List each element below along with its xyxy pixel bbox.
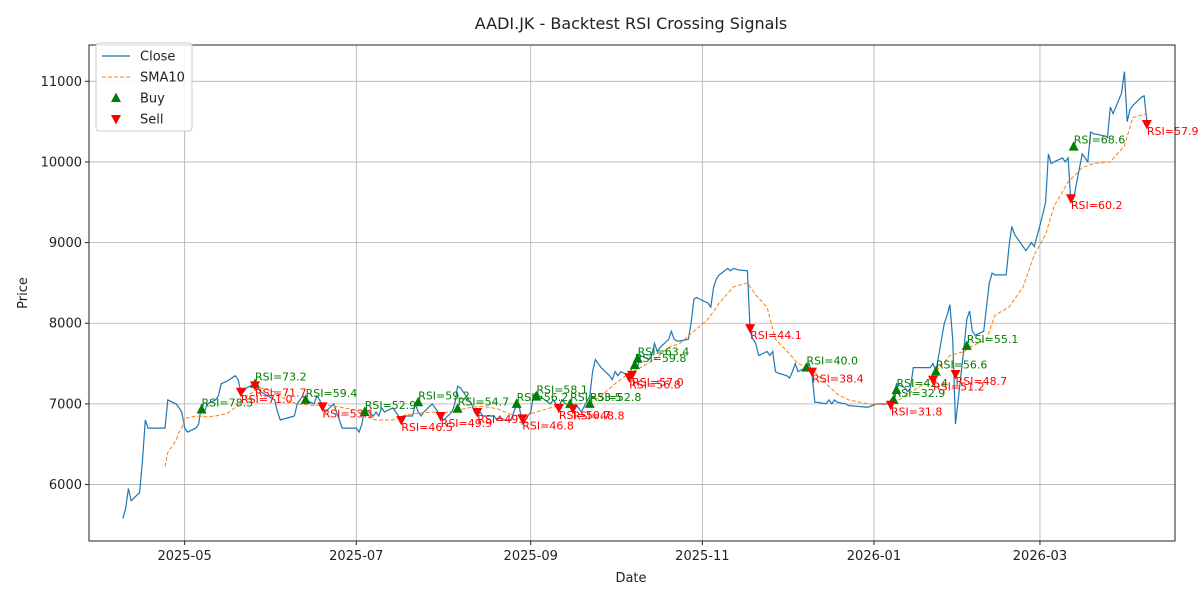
- sell-signal-marker: [627, 370, 637, 381]
- y-tick-label: 6000: [49, 478, 82, 493]
- sell-signal-marker: [317, 402, 328, 412]
- y-tick-label: 7000: [49, 397, 82, 412]
- buy-signal-marker: [632, 353, 643, 363]
- buy-signal-marker: [891, 384, 902, 395]
- buy-signal-marker: [629, 359, 640, 370]
- legend: Close SMA10 Buy Sell: [95, 42, 193, 132]
- plot-frame: [88, 44, 1176, 542]
- grid: [89, 45, 1175, 541]
- sell-signal-label: RSI=57.9: [1147, 125, 1199, 138]
- buy-signal-marker: [300, 394, 311, 404]
- sell-signal-label: RSI=57.0: [632, 376, 684, 389]
- buy-signal-label: RSI=32.9: [894, 387, 946, 400]
- sma10-series-line: [164, 113, 1148, 467]
- sell-signal-marker: [745, 324, 756, 334]
- sell-signal-label: RSI=51.2: [933, 381, 985, 394]
- sell-signal-label: RSI=60.2: [1071, 199, 1123, 212]
- buy-signal-label: RSI=40.0: [806, 355, 858, 368]
- sell-signal-label: RSI=49.9: [441, 417, 493, 430]
- buy-signal-label: RSI=56.2: [517, 391, 569, 404]
- x-tick-label: 2025-09: [504, 549, 558, 564]
- buy-signal-label: RSI=53.5: [570, 391, 622, 404]
- sell-signal-marker: [435, 411, 446, 422]
- sell-signal-label: RSI=46.5: [401, 421, 453, 434]
- buy-signal-marker: [584, 398, 595, 408]
- sell-signal-marker: [1065, 194, 1076, 204]
- x-tick-label: 2026-03: [1013, 549, 1067, 564]
- sell-signal-label: RSI=53.1: [323, 407, 375, 420]
- sell-signal-label: RSI=56.8: [629, 378, 681, 391]
- buy-signal-label: RSI=59.2: [418, 389, 470, 402]
- y-tick-label: 8000: [49, 317, 82, 332]
- y-tick-label: 10000: [41, 155, 82, 170]
- sell-signal-label: RSI=49.2: [477, 413, 529, 426]
- buy-signal-marker: [961, 340, 972, 350]
- buy-signal-label: RSI=63.4: [638, 346, 690, 359]
- sell-signal-marker: [249, 381, 260, 391]
- buy-signal-label: RSI=54.7: [458, 396, 510, 409]
- x-axis-label: Date: [615, 571, 646, 586]
- buy-signal-label: RSI=55.1: [967, 333, 1019, 346]
- buy-signal-marker: [196, 404, 207, 414]
- sell-signal-marker: [885, 400, 896, 411]
- buy-signal-label: RSI=52.8: [590, 391, 642, 404]
- y-tick-label: 11000: [41, 75, 82, 90]
- legend-buy-swatch: [111, 92, 121, 102]
- buy-signal-marker: [930, 366, 941, 376]
- buy-signal-label: RSI=52.9: [365, 399, 417, 412]
- y-axis-label: Price: [16, 277, 31, 309]
- buy-signal-label: RSI=59.4: [306, 387, 358, 400]
- sell-signal-marker: [235, 387, 246, 398]
- x-tick-label: 2025-05: [157, 549, 211, 564]
- sell-signal-marker: [950, 370, 961, 380]
- sell-signal-marker: [1141, 120, 1152, 130]
- sell-signal-label: RSI=31.8: [891, 406, 943, 419]
- sell-signal-marker: [396, 416, 407, 426]
- buy-signal-marker: [413, 396, 424, 407]
- legend-box: [95, 42, 193, 132]
- legend-label: SMA10: [140, 71, 185, 86]
- sell-signal-label: RSI=50.7: [559, 409, 611, 422]
- sell-signal-label: RSI=44.1: [750, 329, 802, 342]
- y-tick-label: 9000: [49, 236, 82, 251]
- sell-signal-marker: [567, 404, 578, 415]
- sell-signal-marker: [553, 403, 564, 414]
- x-tick-label: 2025-07: [329, 549, 383, 564]
- sell-signal-label: RSI=71.0: [241, 393, 293, 406]
- buy-signal-label: RSI=59.8: [635, 352, 687, 365]
- legend-label: Sell: [140, 113, 163, 128]
- buy-signal-label: RSI=58.1: [536, 384, 588, 397]
- legend-label: Buy: [140, 92, 165, 107]
- sell-signal-label: RSI=46.8: [522, 419, 574, 432]
- buy-signal-marker: [452, 403, 463, 413]
- buy-signal-marker: [1068, 141, 1079, 151]
- buy-signal-label: RSI=73.2: [255, 371, 307, 384]
- buy-signal-label: RSI=78.3: [202, 397, 254, 410]
- buy-signal-marker: [531, 391, 542, 401]
- buy-signal-marker: [359, 406, 370, 416]
- sell-signal-label: RSI=48.8: [573, 410, 625, 423]
- legend-label: Close: [140, 50, 175, 65]
- x-tick-label: 2025-11: [675, 549, 729, 564]
- sell-signal-label: RSI=48.7: [956, 375, 1008, 388]
- buy-signal-label: RSI=56.6: [936, 359, 988, 372]
- chart-title: AADI.JK - Backtest RSI Crossing Signals: [475, 14, 788, 33]
- sell-signal-marker: [807, 367, 818, 378]
- buy-signal-label: RSI=68.6: [1074, 134, 1126, 147]
- buy-signal-marker: [511, 398, 522, 408]
- sell-signal-marker: [928, 375, 939, 386]
- axis-ticks: 6000 7000 8000 9000 10000 11000 2025-05 2025-07…: [41, 75, 1067, 564]
- sell-signal-label: RSI=71.7: [255, 386, 307, 399]
- legend-sell-swatch: [111, 115, 121, 125]
- sell-signal-label: RSI=38.4: [812, 373, 864, 386]
- x-tick-label: 2026-01: [847, 549, 901, 564]
- sell-signal-marker: [472, 407, 483, 418]
- sell-signal-marker: [517, 414, 528, 424]
